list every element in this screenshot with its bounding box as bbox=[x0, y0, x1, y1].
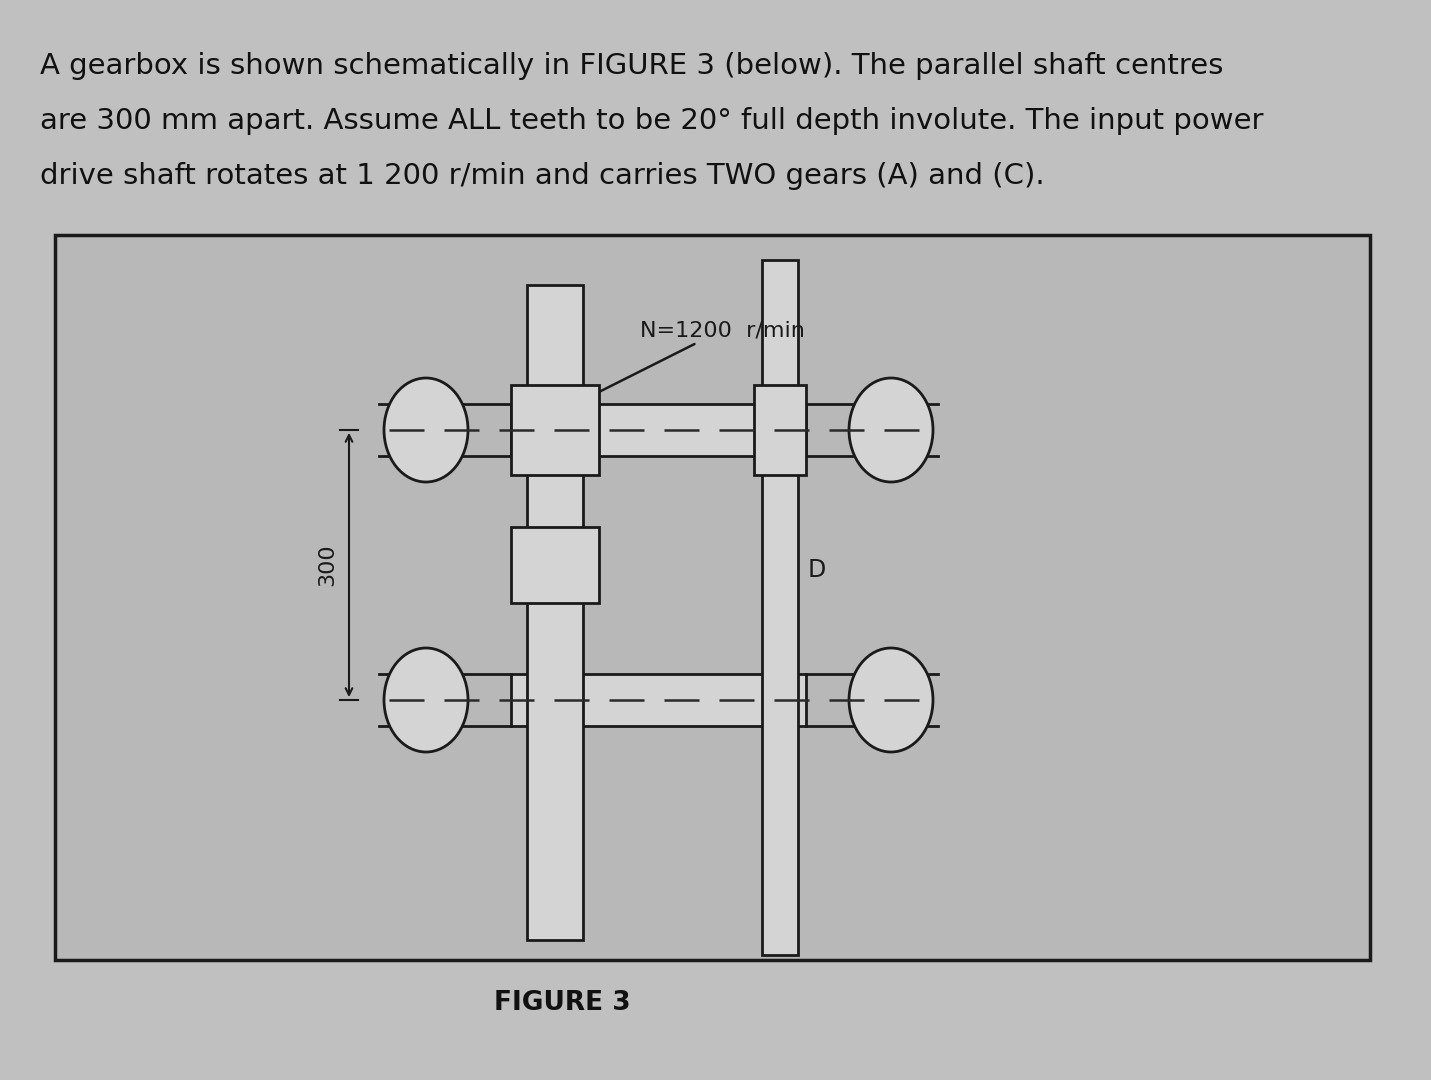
Text: FIGURE 3: FIGURE 3 bbox=[494, 990, 631, 1016]
Bar bbox=[511, 384, 600, 475]
Text: C: C bbox=[758, 393, 774, 417]
Bar bbox=[754, 384, 806, 475]
Text: drive shaft rotates at 1 200 r/min and carries TWO gears (A) and (C).: drive shaft rotates at 1 200 r/min and c… bbox=[40, 162, 1045, 190]
Text: are 300 mm apart. Assume ALL teeth to be 20° full depth involute. The input powe: are 300 mm apart. Assume ALL teeth to be… bbox=[40, 107, 1264, 135]
Bar bbox=[511, 404, 806, 456]
Text: D: D bbox=[809, 558, 826, 582]
Ellipse shape bbox=[384, 648, 468, 752]
Bar bbox=[761, 260, 798, 955]
Bar bbox=[54, 235, 1369, 960]
Text: A gearbox is shown schematically in FIGURE 3 (below). The parallel shaft centres: A gearbox is shown schematically in FIGU… bbox=[40, 52, 1224, 80]
Text: 300: 300 bbox=[318, 543, 336, 586]
Bar bbox=[511, 674, 806, 726]
Text: N=1200  r/min: N=1200 r/min bbox=[568, 320, 804, 408]
Ellipse shape bbox=[849, 378, 933, 482]
Bar bbox=[511, 527, 600, 603]
Ellipse shape bbox=[384, 378, 468, 482]
Text: A: A bbox=[519, 393, 535, 417]
Bar bbox=[527, 285, 582, 940]
Text: B: B bbox=[519, 570, 535, 594]
Ellipse shape bbox=[849, 648, 933, 752]
